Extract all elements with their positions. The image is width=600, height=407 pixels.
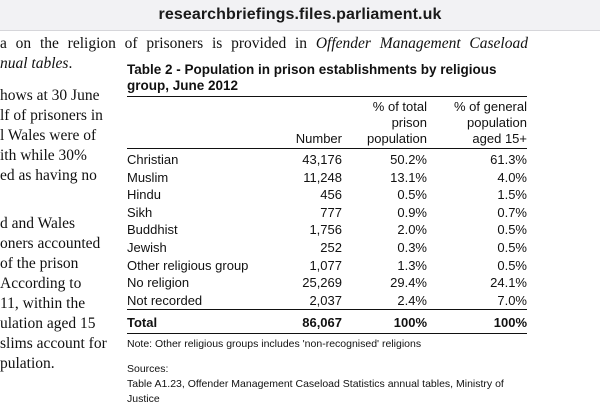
header-pct-general-l2: population <box>467 115 527 130</box>
header-pct-prison-l3: population <box>367 131 427 146</box>
cell-pct-general: 61.3% <box>490 152 527 167</box>
header-pct-general: % of general population aged 15+ <box>427 97 527 149</box>
header-number: Number <box>267 97 342 149</box>
cell-pct-general: 4.0% <box>497 169 527 185</box>
header-pct-general-l1: % of general <box>454 99 527 114</box>
cell-pct-general: 0.5% <box>497 222 527 238</box>
left-text-line: l Wales were of <box>0 127 97 144</box>
data-table: Number % of total prison population % of g… <box>127 97 527 334</box>
table-row: Other religious group 1,077 1.3% 0.5% <box>127 257 527 275</box>
header-pct-prison: % of total prison population <box>342 97 427 149</box>
sources-label: Sources: <box>127 363 169 375</box>
religion-table: Table 2 - Population in prison establish… <box>127 62 527 334</box>
intro-line-1-text: a on the religion of prisoners is provid… <box>0 35 316 52</box>
cell-pct-general: 0.7% <box>497 204 527 220</box>
table-row: Christian 43,176 50.2% 61.3% <box>127 149 527 169</box>
cell-pct-prison: 2.4% <box>397 292 427 308</box>
cell-pct-prison: 50.2% <box>390 152 427 167</box>
cell-number: 252 <box>320 239 342 255</box>
intro-line-1: a on the religion of prisoners is provid… <box>0 34 528 54</box>
cell-number: 25,269 <box>302 275 342 291</box>
header-category <box>127 97 267 149</box>
table-header-row: Number % of total prison population % of g… <box>127 97 527 149</box>
cell-pct-general: 0.5% <box>497 257 527 273</box>
header-number-label: Number <box>295 131 342 146</box>
cell-pct-prison: 0.3% <box>397 239 427 255</box>
cell-religion: Hindu <box>127 187 161 203</box>
browser-address-bar[interactable]: researchbriefings.files.parliament.uk <box>0 0 600 31</box>
left-text-line: 11, within the <box>0 295 86 312</box>
left-text-line: pulation. <box>0 355 55 372</box>
left-text-line: slims account for <box>0 335 107 352</box>
total-label: Total <box>127 309 267 334</box>
table-row: Muslim 11,248 13.1% 4.0% <box>127 169 527 187</box>
table-row: No religion 25,269 29.4% 24.1% <box>127 274 527 292</box>
cell-number: 43,176 <box>302 152 342 167</box>
cell-number: 11,248 <box>303 169 342 185</box>
cell-pct-prison: 1.3% <box>397 257 427 273</box>
total-number: 86,067 <box>267 309 342 334</box>
left-text-line: According to <box>0 275 82 292</box>
left-text-line: d and Wales <box>0 215 76 232</box>
cell-pct-general: 7.0% <box>497 292 527 308</box>
intro-line-1-italic: Offender Management Caseload <box>315 35 528 52</box>
cell-religion: Other religious group <box>127 257 249 273</box>
cell-religion: Sikh <box>127 204 153 220</box>
intro-line-2-suffix: . <box>68 55 73 72</box>
cell-religion: Buddhist <box>127 222 178 238</box>
total-pct-prison: 100% <box>342 309 427 334</box>
cell-number: 2,037 <box>309 292 342 308</box>
table-note: Note: Other religious groups includes 'n… <box>127 338 422 350</box>
header-pct-prison-l1: % of total <box>372 99 427 114</box>
left-text-line: ulation aged 15 <box>0 315 96 332</box>
cell-number: 1,077 <box>309 257 342 273</box>
cell-pct-general: 0.5% <box>497 239 527 255</box>
page-url: researchbriefings.files.parliament.uk <box>158 6 442 23</box>
header-pct-general-l3: aged 15+ <box>472 131 527 146</box>
table-row: Sikh 777 0.9% 0.7% <box>127 204 527 222</box>
intro-line-2: nual tables. <box>0 54 72 74</box>
left-text-line: ith while 30% <box>0 147 87 164</box>
total-pct-general: 100% <box>427 309 527 334</box>
cell-pct-general: 24.1% <box>490 275 527 291</box>
table-total-row: Total 86,067 100% 100% <box>127 309 527 334</box>
cell-number: 777 <box>320 204 342 220</box>
cell-religion: Muslim <box>127 169 169 185</box>
left-text-line: lf of prisoners in <box>0 107 103 124</box>
left-text-line: ed as having no <box>0 167 97 184</box>
cell-religion: Not recorded <box>127 292 203 308</box>
cell-pct-prison: 0.5% <box>397 187 427 203</box>
left-text-line: hows at 30 June <box>0 87 100 104</box>
table-row: Hindu 456 0.5% 1.5% <box>127 186 527 204</box>
sources-line-1: Table A1.23, Offender Management Caseloa… <box>127 378 504 390</box>
table-row: Jewish 252 0.3% 0.5% <box>127 239 527 257</box>
table-caption: Table 2 - Population in prison establish… <box>127 62 527 97</box>
header-pct-prison-l2: prison <box>391 115 427 130</box>
cell-religion: Christian <box>127 152 179 167</box>
table-sources: Sources: Table A1.23, Offender Managemen… <box>127 362 547 407</box>
cell-pct-prison: 29.4% <box>390 275 427 291</box>
cell-pct-prison: 2.0% <box>397 222 427 238</box>
table-row: Not recorded 2,037 2.4% 7.0% <box>127 292 527 310</box>
cell-religion: No religion <box>127 275 190 291</box>
cell-number: 1,756 <box>309 222 342 238</box>
cell-pct-general: 1.5% <box>497 187 527 203</box>
table-row: Buddhist 1,756 2.0% 0.5% <box>127 221 527 239</box>
cell-number: 456 <box>320 187 342 203</box>
cell-pct-prison: 13.1% <box>390 169 427 185</box>
intro-line-2-italic: nual tables <box>0 55 69 72</box>
left-text-line: of the prison <box>0 255 79 272</box>
cell-pct-prison: 0.9% <box>397 204 427 220</box>
cell-religion: Jewish <box>127 239 167 255</box>
left-text-line: oners accounted <box>0 235 101 252</box>
